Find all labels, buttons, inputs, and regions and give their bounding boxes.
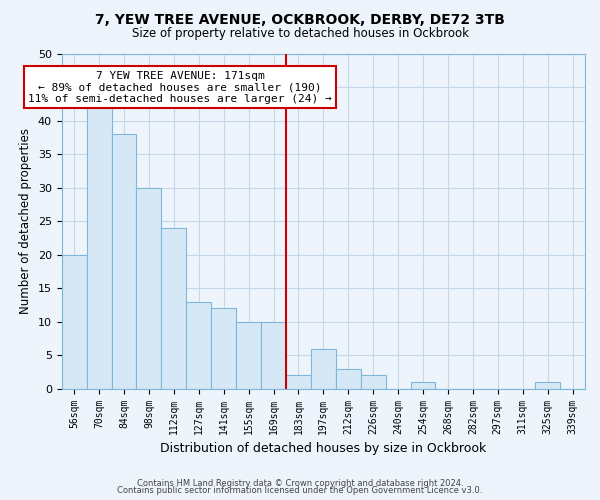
Bar	[62, 255, 86, 388]
Bar	[535, 382, 560, 388]
Y-axis label: Number of detached properties: Number of detached properties	[19, 128, 32, 314]
Bar	[86, 108, 112, 388]
Text: Contains public sector information licensed under the Open Government Licence v3: Contains public sector information licen…	[118, 486, 482, 495]
Bar	[236, 322, 261, 388]
Bar	[286, 376, 311, 388]
Bar	[161, 228, 186, 388]
Bar	[336, 368, 361, 388]
Text: 7 YEW TREE AVENUE: 171sqm
← 89% of detached houses are smaller (190)
11% of semi: 7 YEW TREE AVENUE: 171sqm ← 89% of detac…	[28, 70, 332, 104]
Bar	[186, 302, 211, 388]
Bar	[136, 188, 161, 388]
X-axis label: Distribution of detached houses by size in Ockbrook: Distribution of detached houses by size …	[160, 442, 487, 455]
Bar	[261, 322, 286, 388]
Text: Size of property relative to detached houses in Ockbrook: Size of property relative to detached ho…	[131, 28, 469, 40]
Bar	[410, 382, 436, 388]
Text: Contains HM Land Registry data © Crown copyright and database right 2024.: Contains HM Land Registry data © Crown c…	[137, 478, 463, 488]
Bar	[211, 308, 236, 388]
Bar	[311, 348, 336, 389]
Text: 7, YEW TREE AVENUE, OCKBROOK, DERBY, DE72 3TB: 7, YEW TREE AVENUE, OCKBROOK, DERBY, DE7…	[95, 12, 505, 26]
Bar	[361, 376, 386, 388]
Bar	[112, 134, 136, 388]
